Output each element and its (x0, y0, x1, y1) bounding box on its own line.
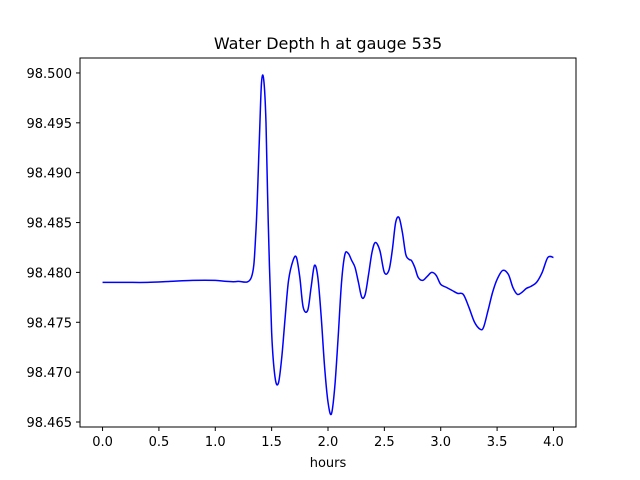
y-axis-ticks: 98.465 98.470 98.475 98.480 98.485 98.490 98.4… (27, 67, 80, 431)
chart-title: Water Depth h at gauge 535 (214, 34, 442, 53)
series-line (102, 74, 554, 416)
x-axis-ticks: 0.0 0.5 1.0 1.5 2.0 2.5 3.0 3.5 4.0 (92, 427, 564, 450)
x-tick-label: 4.0 (543, 435, 564, 450)
x-tick-label: 0.0 (92, 435, 113, 450)
x-tick-label: 2.0 (318, 435, 339, 450)
y-tick-label: 98.470 (27, 366, 73, 381)
x-axis-label: hours (310, 456, 347, 471)
x-tick-label: 1.5 (261, 435, 282, 450)
x-tick-label: 0.5 (149, 435, 170, 450)
x-tick-label: 2.5 (374, 435, 395, 450)
y-tick-label: 98.495 (27, 117, 73, 132)
y-tick-label: 98.490 (27, 167, 73, 182)
series-layer (102, 74, 554, 416)
x-tick-label: 3.5 (487, 435, 508, 450)
y-tick-label: 98.475 (27, 316, 73, 331)
y-tick-label: 98.480 (27, 266, 73, 281)
x-tick-label: 1.0 (205, 435, 226, 450)
y-tick-label: 98.465 (27, 416, 73, 431)
plot-frame (79, 57, 577, 428)
y-tick-label: 98.485 (27, 217, 73, 232)
x-tick-label: 3.0 (430, 435, 451, 450)
y-tick-label: 98.500 (27, 67, 73, 82)
